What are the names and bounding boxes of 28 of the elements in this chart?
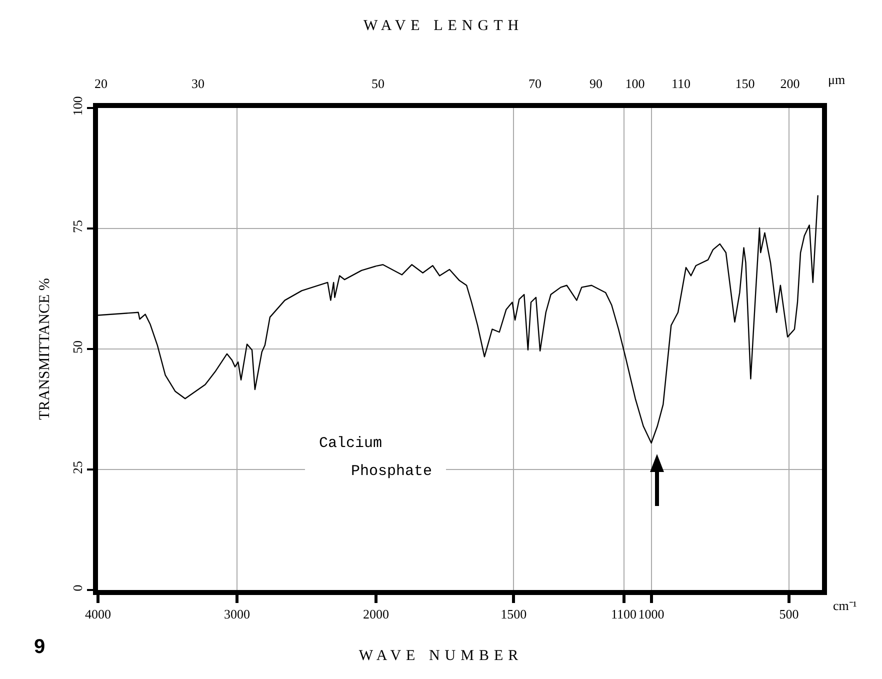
y-tick-label: 75 (70, 220, 85, 234)
text: cm⁻¹ (833, 597, 857, 614)
y-tick-label: 100 (70, 96, 85, 116)
text: WAVE LENGTH (362, 18, 524, 35)
text: 100 (625, 76, 645, 92)
x-tick-label: 1500 (500, 606, 527, 622)
text: 110 (671, 76, 691, 92)
text: 30 (192, 76, 204, 92)
x-axis-title: WAVE NUMBER (358, 648, 524, 664)
text: μm (828, 72, 846, 88)
x-tick-label: 1100 (611, 606, 637, 622)
text: 50 (372, 76, 384, 92)
y-tick-label: 50 (70, 340, 85, 354)
text: 9 (34, 636, 46, 659)
y-axis-title: TRANSMITTANCE % (37, 278, 54, 420)
text: 20 (94, 76, 108, 92)
x-tick-label: 1000 (638, 606, 664, 622)
x-tick-label: 2000 (363, 606, 389, 622)
y-tick-label: 0 (70, 584, 85, 592)
text: 70 (528, 76, 542, 92)
x-tick-label: 3000 (224, 606, 250, 622)
text: 150 (735, 76, 755, 92)
x-tick-label: 4000 (85, 606, 111, 622)
annotation: Calcium Phosphate (305, 418, 446, 498)
text: 90 (590, 76, 602, 92)
y-tick-label: 25 (70, 461, 85, 474)
x-tick-label: 500 (779, 606, 799, 622)
text: 200 (780, 76, 800, 92)
